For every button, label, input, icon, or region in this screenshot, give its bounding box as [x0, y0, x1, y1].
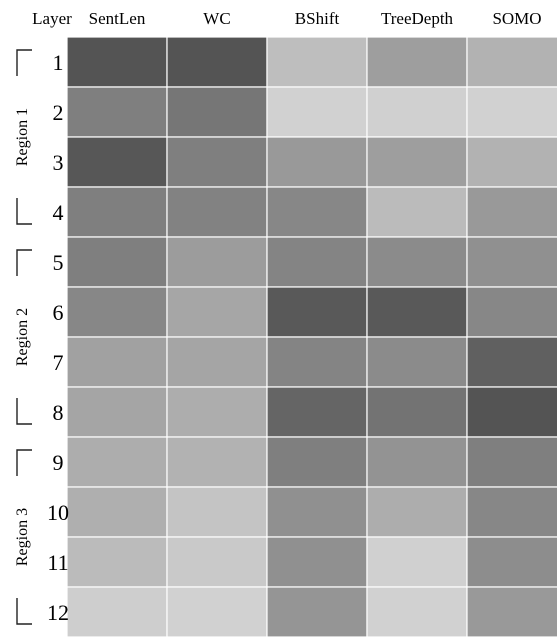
heatmap-cell: [366, 86, 468, 138]
heatmap-cell: [166, 386, 268, 438]
heatmap-cell: [66, 586, 168, 637]
column-header: WC: [203, 9, 230, 28]
region-labels: Region 1 Region 2 Region 3: [14, 108, 31, 566]
heatmap-cell: [366, 36, 468, 88]
region-label: Region 2: [14, 308, 31, 366]
heatmap-cell: [66, 186, 168, 238]
heatmap-cell: [366, 286, 468, 338]
heatmap-cell: [166, 436, 268, 488]
heatmap-cell: [466, 236, 557, 288]
heatmap-cells: [66, 36, 557, 637]
heatmap-cell: [366, 186, 468, 238]
heatmap-cell: [66, 86, 168, 138]
heatmap-cell: [166, 86, 268, 138]
heatmap-cell: [166, 186, 268, 238]
heatmap-cell: [166, 486, 268, 538]
region-label: Region 3: [14, 508, 31, 566]
row-label: 1: [53, 50, 64, 75]
heatmap-cell: [166, 586, 268, 637]
heatmap-cell: [166, 336, 268, 388]
heatmap-cell: [466, 86, 557, 138]
heatmap-cell: [366, 536, 468, 588]
heatmap-cell: [166, 36, 268, 88]
heatmap-cell: [66, 536, 168, 588]
region-bracket-bottom: [16, 598, 32, 625]
heatmap-cell: [66, 136, 168, 188]
region-bracket-bottom: [16, 198, 32, 225]
heatmap-cell: [366, 386, 468, 438]
heatmap-cell: [266, 536, 368, 588]
heatmap-cell: [266, 136, 368, 188]
heatmap-cell: [466, 186, 557, 238]
heatmap-cell: [266, 286, 368, 338]
heatmap-cell: [466, 286, 557, 338]
region-bracket-top: [16, 49, 32, 76]
heatmap-cell: [266, 336, 368, 388]
heatmap-cell: [366, 586, 468, 637]
column-header: TreeDepth: [381, 9, 454, 28]
row-label: 2: [53, 100, 64, 125]
heatmap-cell: [66, 236, 168, 288]
heatmap-cell: [66, 486, 168, 538]
heatmap-cell: [66, 436, 168, 488]
heatmap-cell: [266, 36, 368, 88]
region-label: Region 1: [14, 108, 31, 166]
row-label: 11: [47, 550, 68, 575]
heatmap-cell: [166, 286, 268, 338]
row-label: 9: [53, 450, 64, 475]
heatmap-cell: [266, 436, 368, 488]
column-headers: SentLen WC BShift TreeDepth SOMO: [89, 9, 542, 28]
heatmap-cell: [166, 236, 268, 288]
heatmap-cell: [366, 486, 468, 538]
heatmap-cell: [266, 86, 368, 138]
heatmap-cell: [166, 536, 268, 588]
row-label: 7: [53, 350, 64, 375]
heatmap-cell: [66, 36, 168, 88]
heatmap-cell: [466, 436, 557, 488]
heatmap-cell: [366, 436, 468, 488]
heatmap-cell: [366, 236, 468, 288]
region-bracket-top: [16, 449, 32, 476]
corner-label: Layer: [32, 9, 72, 28]
heatmap-cell: [466, 336, 557, 388]
row-label: 12: [47, 600, 69, 625]
heatmap-cell: [466, 486, 557, 538]
heatmap-cell: [266, 386, 368, 438]
heatmap-cell: [66, 286, 168, 338]
row-label: 4: [53, 200, 64, 225]
row-label: 6: [53, 300, 64, 325]
heatmap-cell: [466, 386, 557, 438]
region-brackets: [16, 49, 32, 625]
heatmap-cell: [66, 386, 168, 438]
heatmap-cell: [466, 586, 557, 637]
heatmap-cell: [466, 36, 557, 88]
heatmap-cell: [266, 236, 368, 288]
heatmap-cell: [466, 536, 557, 588]
region-bracket-top: [16, 249, 32, 276]
heatmap-cell: [266, 586, 368, 637]
heatmap-cell: [466, 136, 557, 188]
column-header: SOMO: [492, 9, 541, 28]
heatmap-cell: [266, 186, 368, 238]
heatmap-cell: [366, 136, 468, 188]
row-label: 8: [53, 400, 64, 425]
row-label: 10: [47, 500, 69, 525]
heatmap-cell: [166, 136, 268, 188]
row-label: 3: [53, 150, 64, 175]
heatmap-cell: [266, 486, 368, 538]
region-bracket-bottom: [16, 398, 32, 425]
column-header: BShift: [295, 9, 340, 28]
heatmap-cell: [366, 336, 468, 388]
row-label: 5: [53, 250, 64, 275]
heatmap-cell: [66, 336, 168, 388]
column-header: SentLen: [89, 9, 146, 28]
